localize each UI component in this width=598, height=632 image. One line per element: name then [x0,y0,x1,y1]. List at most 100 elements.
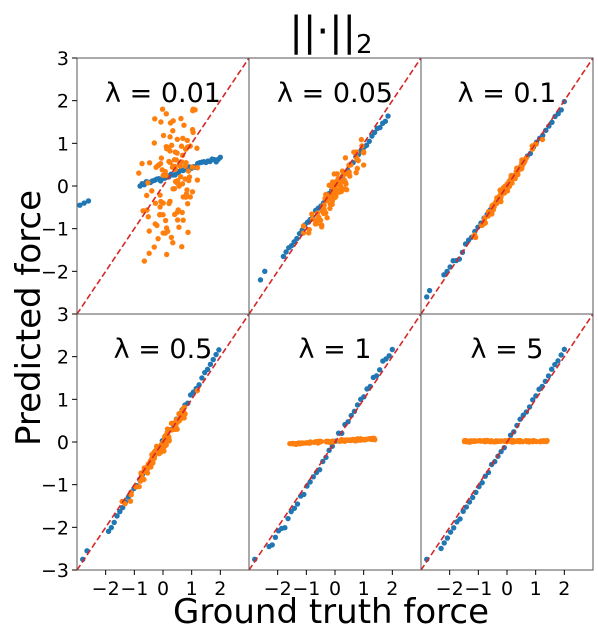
scatter-point-orange [149,188,155,194]
scatter-point-orange [177,174,184,180]
y-tick-label: −2 [41,261,69,283]
scatter-point-orange [489,438,496,445]
x-tick-label: 2 [386,578,398,600]
scatter-point-blue [441,540,447,546]
scatter-point-orange [152,200,159,206]
scatter-point-orange [184,200,191,207]
y-tick-label: 0 [57,432,69,454]
scatter-point-blue [386,353,392,359]
reference-line [421,58,593,314]
scatter-point-orange [172,149,178,155]
x-tick-label: −2 [92,578,120,600]
scatter-point-blue [373,373,380,379]
scatter-point-blue [117,508,123,515]
scatter-point-blue [447,529,454,535]
scatter-point-orange [185,229,191,236]
y-tick-label: −1 [41,219,69,241]
scatter-point-blue [366,138,372,144]
scatter-point-orange [346,437,352,444]
y-tick-label: −1 [41,475,69,497]
reference-line [77,58,249,314]
panel-plot-area [249,314,421,570]
scatter-point-orange [179,209,185,216]
scatter-point-blue [114,513,120,519]
reference-line [421,314,593,570]
scatter-point-orange [300,223,307,229]
scatter-point-orange [178,143,185,149]
scatter-point-orange [160,172,166,179]
scatter-point-orange [179,244,185,250]
panel-label: λ = 0.5 [114,334,213,365]
scatter-point-orange [342,155,349,161]
scatter-point-orange [136,170,142,176]
scatter-point-orange [324,215,330,221]
scatter-point-blue [216,347,222,353]
scatter-point-orange [523,437,529,444]
scatter-point-blue [385,113,391,119]
scatter-point-orange [329,179,336,185]
scatter-point-orange [145,214,151,220]
scatter-point-blue [291,505,298,512]
scatter-point-orange [336,189,342,195]
scatter-point-orange [184,137,191,144]
scatter-point-blue [479,479,485,486]
scatter-point-orange [141,465,148,471]
scatter-point-orange [346,169,352,175]
scatter-point-orange [327,205,333,212]
scatter-point-orange [495,438,501,444]
scatter-point-orange [155,235,161,242]
scatter-point-blue [469,494,476,501]
scatter-point-orange [180,135,186,142]
scatter-point-orange [146,160,153,166]
scatter-point-blue [552,361,558,368]
y-tick-label: 1 [57,133,69,155]
scatter-point-orange [167,198,173,204]
figure-title: ||·||2 [289,9,372,60]
scatter-point-orange [189,126,196,133]
scatter-point-orange [326,439,333,446]
x-axis-title: Ground truth force [173,592,489,632]
scatter-point-orange [190,106,196,113]
x-tick-label: −1 [464,578,492,600]
scatter-point-orange [170,239,176,246]
scatter-point-blue [376,367,383,373]
scatter-point-orange [194,145,200,151]
scatter-point-orange [167,134,173,140]
scatter-point-orange [326,182,332,188]
scatter-point-blue [282,525,288,531]
scatter-point-orange [158,119,164,125]
scatter-point-orange [347,173,353,179]
scatter-point-orange [160,200,166,206]
scatter-point-orange [360,162,367,168]
y-tick-label: 1 [57,389,69,411]
scatter-point-orange [189,189,196,195]
scatter-point-blue [498,448,504,455]
scatter-point-orange [313,218,319,224]
scatter-point-orange [168,234,175,241]
scatter-point-blue [213,351,219,358]
scatter-point-orange [332,194,338,200]
scatter-point-orange [176,224,182,230]
scatter-point-orange [483,437,490,444]
scatter-point-orange [174,180,181,187]
scatter-point-orange [144,192,150,199]
scatter-point-blue [377,124,383,131]
scatter-point-orange [158,155,165,161]
scatter-point-orange [150,460,156,466]
scatter-point-orange [151,244,157,250]
scatter-point-orange [172,163,178,170]
scatter-point-orange [174,217,181,223]
scatter-point-orange [358,136,365,143]
scatter-point-blue [558,352,564,358]
scatter-point-orange [170,186,176,192]
scatter-point-blue [389,346,396,353]
scatter-point-orange [151,140,158,146]
scatter-point-orange [518,438,524,444]
scatter-point-orange [152,116,158,122]
scatter-point-orange [511,438,517,444]
scatter-point-orange [168,420,175,427]
scatter-point-orange [184,187,190,193]
scatter-point-orange [353,169,359,176]
scatter-point-orange [360,436,366,443]
scatter-point-blue [444,535,451,541]
